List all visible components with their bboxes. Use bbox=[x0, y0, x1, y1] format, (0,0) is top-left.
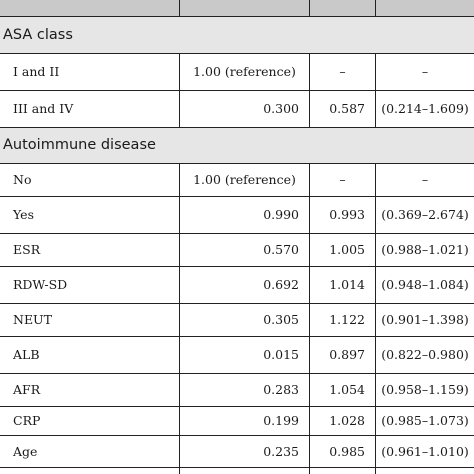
variable-cell: Age bbox=[13, 443, 38, 459]
ratio-cell: 1.005 bbox=[309, 233, 375, 266]
ci-cell bbox=[375, 467, 474, 474]
ratio-cell: – bbox=[309, 163, 375, 196]
row-divider bbox=[0, 16, 474, 17]
ratio-cell: 1.028 bbox=[309, 406, 375, 435]
ci-cell: – bbox=[375, 53, 474, 90]
row-divider bbox=[0, 196, 474, 197]
variable-cell: Yes bbox=[13, 207, 34, 222]
table-row: III and IV 0.300 0.587 (0.214–1.609) bbox=[0, 90, 474, 127]
row-divider bbox=[0, 266, 474, 267]
ci-cell: (0.958–1.159) bbox=[375, 373, 474, 406]
row-divider bbox=[0, 53, 474, 54]
variable-cell: NEUT bbox=[13, 312, 52, 327]
ci-cell: (0.214–1.609) bbox=[375, 90, 474, 127]
group-row-asa-class: ASA class bbox=[0, 16, 474, 53]
variable-cell: AFR bbox=[13, 382, 41, 397]
row-divider bbox=[0, 406, 474, 407]
ratio-cell: – bbox=[309, 53, 375, 90]
p-value-cell: 0.283 bbox=[179, 373, 309, 406]
header-cell bbox=[309, 0, 375, 16]
header-cell bbox=[179, 0, 309, 16]
ci-cell: (0.988–1.021) bbox=[375, 233, 474, 266]
ratio-cell: 0.993 bbox=[309, 196, 375, 233]
variable-cell: ALB bbox=[13, 347, 40, 362]
table-header bbox=[0, 0, 474, 16]
ci-cell: (0.901–1.398) bbox=[375, 303, 474, 336]
ratio-cell: 0.897 bbox=[309, 336, 375, 373]
row-divider bbox=[0, 90, 474, 91]
p-value-cell: 0.990 bbox=[179, 196, 309, 233]
ci-cell: (0.961–1.010) bbox=[375, 435, 474, 467]
ratio-cell: 0.985 bbox=[309, 435, 375, 467]
variable-cell: RDW-SD bbox=[13, 277, 68, 292]
header-cell bbox=[0, 0, 179, 16]
variable-cell: CRP bbox=[13, 413, 41, 428]
p-value-cell bbox=[179, 467, 309, 474]
p-value-cell: 0.570 bbox=[179, 233, 309, 266]
group-label: ASA class bbox=[3, 26, 73, 43]
table-row: Age 0.235 0.985 (0.961–1.010) bbox=[0, 435, 474, 467]
p-value-cell: 0.300 bbox=[179, 90, 309, 127]
row-divider bbox=[0, 467, 474, 468]
table-row: AFR 0.283 1.054 (0.958–1.159) bbox=[0, 373, 474, 406]
p-value-cell: 0.235 bbox=[179, 435, 309, 467]
ratio-cell: 1.054 bbox=[309, 373, 375, 406]
header-cell bbox=[375, 0, 474, 16]
table-row-cut bbox=[0, 467, 474, 474]
ci-cell: (0.948–1.084) bbox=[375, 266, 474, 303]
p-value-cell: 0.305 bbox=[179, 303, 309, 336]
row-divider bbox=[0, 336, 474, 337]
row-divider bbox=[0, 303, 474, 304]
table-row: I and II 1.00 (reference) – – bbox=[0, 53, 474, 90]
ci-cell: (0.369–2.674) bbox=[375, 196, 474, 233]
row-divider bbox=[0, 435, 474, 436]
ci-cell: (0.822–0.980) bbox=[375, 336, 474, 373]
ratio-cell: 1.014 bbox=[309, 266, 375, 303]
p-value-cell: 1.00 (reference) bbox=[179, 163, 309, 196]
row-divider bbox=[0, 163, 474, 164]
p-value-cell: 0.015 bbox=[179, 336, 309, 373]
row-divider bbox=[0, 373, 474, 374]
table-row: CRP 0.199 1.028 (0.985–1.073) bbox=[0, 406, 474, 435]
variable-cell: III and IV bbox=[13, 101, 74, 116]
variable-cell: ESR bbox=[13, 242, 41, 257]
variable-cell: No bbox=[13, 172, 32, 187]
variable-cell: I and II bbox=[13, 64, 60, 79]
p-value-cell: 0.692 bbox=[179, 266, 309, 303]
table-row: NEUT 0.305 1.122 (0.901–1.398) bbox=[0, 303, 474, 336]
table-row: RDW-SD 0.692 1.014 (0.948–1.084) bbox=[0, 266, 474, 303]
p-value-cell: 0.199 bbox=[179, 406, 309, 435]
ratio-cell bbox=[309, 467, 375, 474]
group-label: Autoimmune disease bbox=[3, 137, 156, 153]
row-divider bbox=[0, 127, 474, 128]
table-row: Yes 0.990 0.993 (0.369–2.674) bbox=[0, 196, 474, 233]
ci-cell: – bbox=[375, 163, 474, 196]
row-divider bbox=[0, 233, 474, 234]
ratio-cell: 0.587 bbox=[309, 90, 375, 127]
table-row: ESR 0.570 1.005 (0.988–1.021) bbox=[0, 233, 474, 266]
group-row-autoimmune-disease: Autoimmune disease bbox=[0, 127, 474, 163]
variable-cell bbox=[0, 467, 179, 474]
table-row: No 1.00 (reference) – – bbox=[0, 163, 474, 196]
p-value-cell: 1.00 (reference) bbox=[179, 53, 309, 90]
ci-cell: (0.985–1.073) bbox=[375, 406, 474, 435]
ratio-cell: 1.122 bbox=[309, 303, 375, 336]
table-row: ALB 0.015 0.897 (0.822–0.980) bbox=[0, 336, 474, 373]
